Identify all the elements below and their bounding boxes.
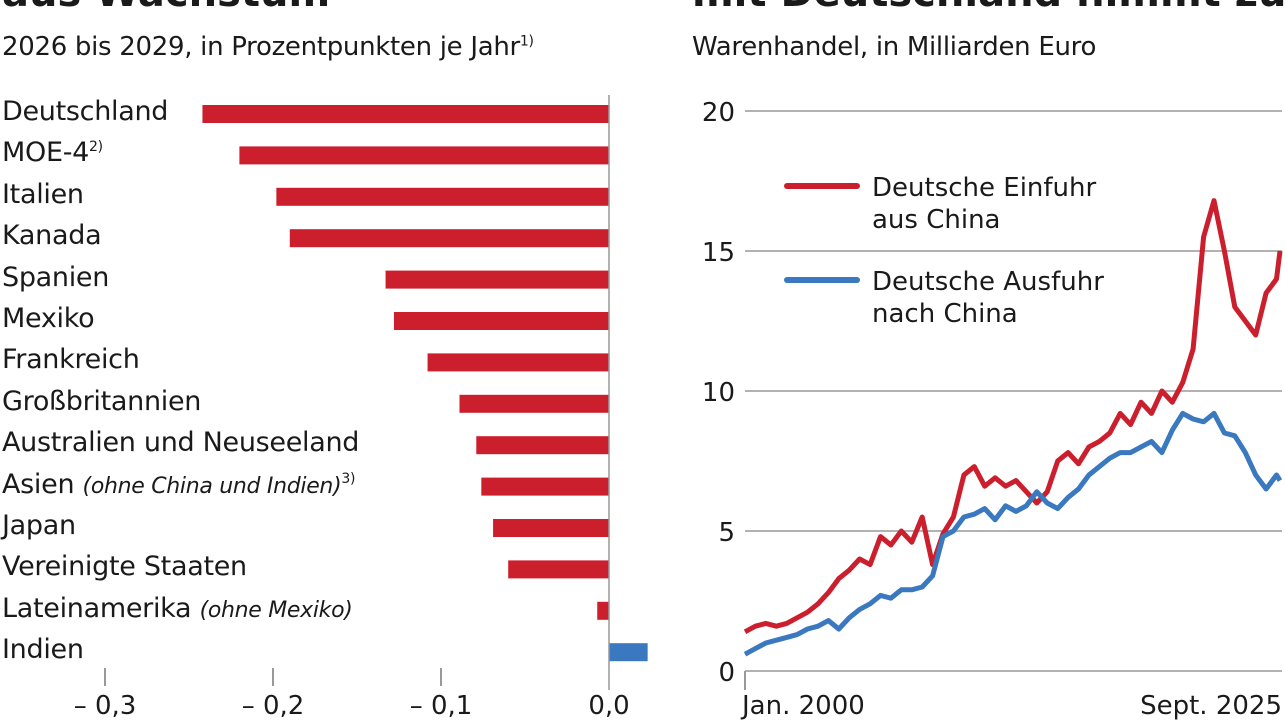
bar-label-text: Lateinamerika — [2, 592, 200, 624]
bar-label-text: Großbritannien — [2, 385, 202, 417]
bar — [493, 519, 609, 537]
bar-label: Deutschland — [2, 96, 168, 127]
bar-label-text: Deutschland — [2, 96, 169, 127]
bar-label: MOE-42) — [2, 137, 103, 168]
bar-label: Indien — [2, 634, 84, 665]
bar-chart: – 0,3 – 0,2 – 0,1 0,0 — [74, 95, 648, 721]
bar-label-text: Frankreich — [2, 344, 140, 376]
bar-label-text: Italien — [2, 178, 84, 210]
bar — [459, 394, 609, 413]
bar-label-text: Vereinigte Staaten — [2, 551, 247, 583]
bar-label-text: Asien — [2, 468, 83, 500]
bar — [202, 105, 609, 123]
bar — [276, 187, 609, 206]
bar — [427, 353, 609, 372]
bar-label: Vereinigte Staaten — [2, 551, 247, 582]
legend-label: Deutsche Einfuhr — [872, 173, 1097, 203]
legend-label: aus China — [872, 205, 1001, 235]
bar-label: Japan — [2, 510, 76, 541]
right-title: mit Deutschland nimmt zu — [692, 0, 1285, 16]
series-line — [743, 198, 1283, 635]
left-subtitle-note: 1) — [519, 33, 534, 50]
bar — [393, 312, 609, 330]
bar-label: Italien — [2, 179, 84, 210]
left-title: aus Wachstum — [2, 0, 330, 16]
right-subtitle: Warenhandel, in Milliarden Euro — [692, 32, 1097, 62]
y-tick-label: 15 — [702, 238, 735, 268]
bar-label-note: 3) — [341, 470, 356, 487]
bar-label-text: Japan — [2, 510, 76, 541]
bar-label-note: 2) — [89, 139, 103, 156]
bar — [239, 146, 609, 165]
bar-label-text: Mexiko — [2, 303, 95, 334]
bar — [289, 229, 609, 248]
y-tick-label: 10 — [702, 378, 735, 408]
bar — [597, 601, 609, 620]
left-subtitle: 2026 bis 2029, in Prozentpunkten je Jahr… — [2, 32, 534, 62]
x-tick-label: Sept. 2025 — [1140, 691, 1282, 721]
y-tick-label: 5 — [718, 518, 735, 548]
bar-label: Asien (ohne China und Indien)3) — [2, 469, 355, 500]
bar-label: Lateinamerika (ohne Mexiko) — [2, 593, 353, 624]
x-tick-label: Jan. 2000 — [740, 691, 865, 721]
y-tick-label: 0 — [718, 658, 735, 688]
legend-label: nach China — [872, 299, 1018, 329]
bar — [609, 643, 648, 662]
bar-label: Mexiko — [2, 303, 95, 334]
bar-label: Australien und Neuseeland — [2, 427, 359, 458]
bar-label: Frankreich — [2, 344, 140, 375]
legend-label: Deutsche Ausfuhr — [872, 267, 1104, 297]
bar-label-qualifier: (ohne Mexiko) — [199, 597, 353, 623]
series-line — [743, 410, 1283, 657]
bar-label-text: Kanada — [2, 220, 102, 252]
bar-label: Spanien — [2, 262, 109, 293]
bar — [476, 436, 609, 455]
bar — [481, 477, 609, 496]
bar-label-text: Spanien — [2, 261, 110, 293]
bar-label-text: Australien und Neuseeland — [2, 427, 360, 459]
x-tick-label: – 0,1 — [410, 691, 473, 721]
bar — [385, 270, 609, 289]
x-tick-label: – 0,3 — [74, 691, 137, 721]
bar-label: Großbritannien — [2, 386, 201, 417]
bar-label-text: MOE-4 — [2, 137, 90, 169]
left-subtitle-text: 2026 bis 2029, in Prozentpunkten je Jahr — [2, 32, 520, 62]
y-tick-label: 20 — [702, 98, 735, 128]
bar-label: Kanada — [2, 220, 102, 252]
bar-label-text: Indien — [2, 634, 84, 666]
x-tick-label: 0,0 — [588, 691, 629, 721]
x-tick-label: – 0,2 — [242, 691, 305, 721]
bar — [508, 560, 609, 579]
bar-label-qualifier: (ohne China und Indien) — [82, 473, 342, 499]
